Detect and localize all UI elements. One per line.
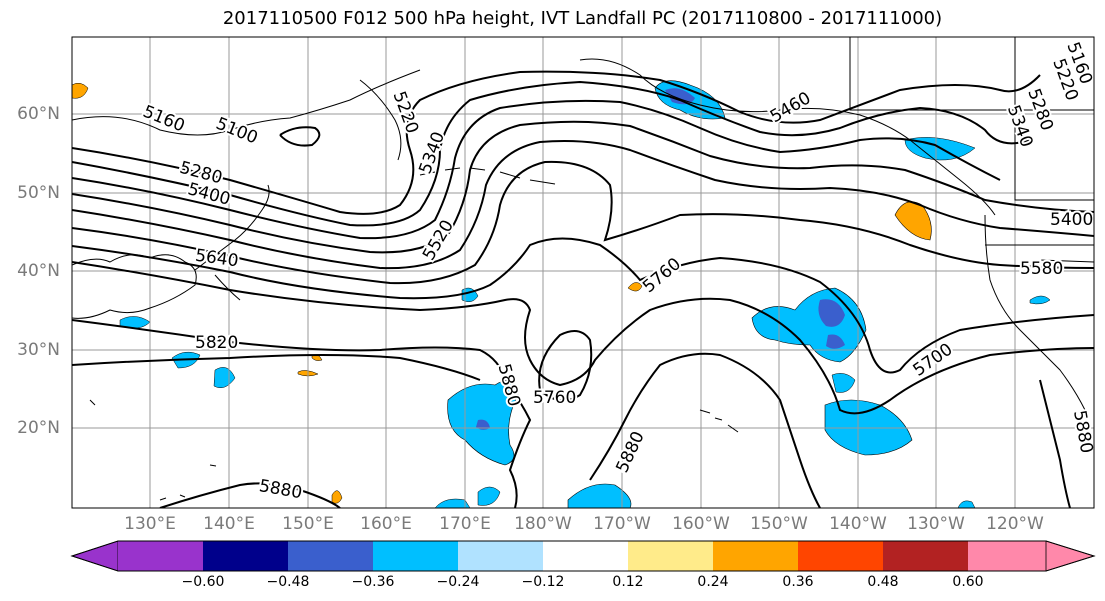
ivt-negative-core <box>665 88 695 105</box>
latitude-label: 30°N <box>17 340 60 360</box>
longitude-label: 130°E <box>124 514 176 534</box>
ivt-positive-region <box>331 490 343 504</box>
ivt-negative-core <box>818 299 845 327</box>
contour-label: 5820 <box>195 333 238 353</box>
colorbar-segment <box>288 541 373 571</box>
longitude-label: 150°E <box>282 514 334 534</box>
colorbar-segment <box>458 541 543 571</box>
colorbar-min-extend <box>70 540 119 572</box>
colorbar-segment <box>968 541 1046 571</box>
ivt-negative-region <box>831 373 856 393</box>
colorbar-tick-label: 0.36 <box>782 574 814 590</box>
colorbar-tick-label: −0.48 <box>266 574 310 590</box>
colorbar-segment <box>628 541 713 571</box>
contour-label: 5880 <box>257 476 303 503</box>
contour-label: 5760 <box>639 254 685 297</box>
longitude-label: 140°W <box>829 514 887 534</box>
colorbar-tick-label: 0.24 <box>697 574 729 590</box>
longitude-label: 160°E <box>360 514 412 534</box>
hawaii-islands <box>699 409 739 433</box>
asia-coastline <box>72 254 197 319</box>
colorbar-segment <box>713 541 798 571</box>
ivt-shading <box>72 80 1051 508</box>
colorbar-tick-label: 0.48 <box>867 574 899 590</box>
ivt-positive-region <box>72 82 89 99</box>
us-border <box>985 244 1094 263</box>
ivt-negative-core <box>826 334 845 349</box>
colorbar-tick-label: −0.60 <box>181 574 225 590</box>
siberia-coastline <box>72 69 421 136</box>
colorbar-segment <box>203 541 288 571</box>
map-plot-area: 5160 5100 5220 5340 5280 5400 5520 5640 … <box>72 37 1096 508</box>
colorbar-tick-label: −0.12 <box>521 574 565 590</box>
longitude-label: 150°W <box>750 514 808 534</box>
longitude-label: 140°E <box>203 514 255 534</box>
longitude-label: 160°W <box>672 514 730 534</box>
graticule <box>72 37 1094 508</box>
ivt-negative-region <box>567 483 632 508</box>
colorbar-segment <box>118 541 203 571</box>
colorbar-segment <box>373 541 458 571</box>
colorbar-outline <box>70 540 1096 572</box>
north-america-coastline <box>984 214 1086 411</box>
colorbar-segment <box>798 541 883 571</box>
longitude-label: 170°E <box>439 514 491 534</box>
latitude-label: 20°N <box>17 418 60 438</box>
latitude-label: 60°N <box>17 104 60 124</box>
colorbar-tick-label: −0.24 <box>436 574 480 590</box>
contour-label: 5340 <box>415 129 449 176</box>
ivt-negative-region <box>213 367 236 388</box>
longitude-label: 170°W <box>593 514 651 534</box>
colorbar-tick-label: 0.60 <box>952 574 984 590</box>
ivt-positive-region <box>627 282 643 292</box>
ivt-negative-region <box>477 486 501 506</box>
contour-label: 5400 <box>1050 210 1093 230</box>
contour-label: 5880 <box>1069 409 1096 455</box>
longitude-label: 120°W <box>986 514 1044 534</box>
pacific-islands <box>89 399 217 501</box>
colorbar <box>70 540 1096 572</box>
map-frame <box>71 36 1095 509</box>
longitude-label: 130°W <box>907 514 965 534</box>
colorbar-tick-label: 0.12 <box>612 574 644 590</box>
contour-label: 5580 <box>1020 259 1063 279</box>
ivt-negative-region <box>957 500 976 508</box>
ivt-negative-core <box>476 419 490 430</box>
contour-label: 5760 <box>533 388 576 408</box>
contour-label: 5640 <box>194 246 240 272</box>
latitude-label: 50°N <box>17 183 60 203</box>
colorbar-segment <box>883 541 968 571</box>
contour-label: 5520 <box>419 217 458 264</box>
ivt-positive-region <box>894 201 932 241</box>
colorbar-max-extend <box>1045 540 1096 572</box>
contour-label: 5220 <box>389 89 423 136</box>
longitude-label: 180°W <box>514 514 572 534</box>
contour-label: 5100 <box>213 114 261 149</box>
map-title: 2017110500 F012 500 hPa height, IVT Land… <box>222 8 943 29</box>
height-contours <box>72 70 1094 508</box>
ivt-negative-region <box>1029 295 1051 305</box>
colorbar-segment <box>543 541 628 571</box>
alaska-coastline <box>579 58 996 216</box>
colorbar-tick-label: −0.36 <box>351 574 395 590</box>
latitude-label: 40°N <box>17 261 60 281</box>
